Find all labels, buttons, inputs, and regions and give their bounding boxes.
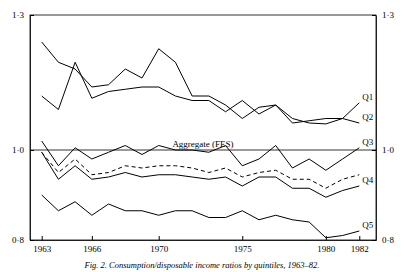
tick-mark [42,236,43,240]
series-line [42,62,360,123]
plot: 0·81·01·30·81·01·31963196619701975198019… [12,10,394,254]
y-axis-left: 0·8 1·0 1·3 [12,10,34,245]
series-line [42,152,360,188]
tick-label: 1·0 [12,145,24,155]
tick: 1970 [150,236,169,254]
tick-label: 1982 [351,244,369,254]
title: Fig. 2. Consumption/disposable income ra… [84,260,320,270]
tick-mark [359,236,360,240]
series-line [42,152,360,197]
frame [30,15,376,240]
tick-label: 1966 [83,244,102,254]
chart: 0·81·01·30·81·01·31963196619701975198019… [0,0,404,272]
series-label: Q2 [362,112,373,122]
tick-label: 0·8 [12,235,24,245]
tick-label: 1963 [33,244,52,254]
y-axis-right: 0·8 1·0 1·3 [372,10,394,245]
series-line [42,195,360,238]
tick-label: 1·0 [382,145,394,155]
tick-mark [30,15,34,16]
series-label: Q3 [362,137,373,147]
tick: 1975 [234,236,253,254]
tick-mark [372,15,376,16]
tick-mark [92,236,93,240]
axis-line [31,240,377,241]
tick-label: 1·3 [382,10,394,20]
tick-label: 0·8 [382,235,394,245]
tick: 1·3 [12,10,34,20]
tick: 1966 [83,236,102,254]
tick-label: 1980 [317,244,336,254]
series-line [42,42,360,124]
tick-mark [242,236,243,240]
series-label: Aggregate (FES) [172,139,233,149]
series-label: Q5 [362,220,373,230]
series-labels: Q1 Q2 Q3 Aggregate (FES) Q4 Q5 [172,92,373,230]
axis-line [30,16,31,241]
tick: 1982 [351,236,369,254]
series-label: Q4 [362,175,373,185]
tick-label: 1975 [234,244,253,254]
tick-label: 1·3 [12,10,24,20]
tick-mark [159,236,160,240]
series-label: Q1 [362,92,373,102]
marks [30,42,376,238]
reference-line [30,150,376,151]
x-axis: 1963 1966 1970 1975 1980 1982 [31,236,377,254]
axis-line [376,16,377,241]
tick-label: 1970 [150,244,169,254]
tick: 1·3 [372,10,394,20]
tick: 1980 [317,236,336,254]
tick: 1963 [33,236,52,254]
